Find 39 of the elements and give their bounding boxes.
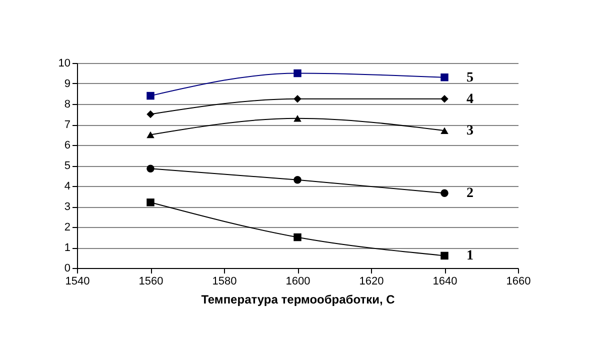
series-label: 2 [466, 186, 474, 202]
y-tick-label: 8 [64, 98, 70, 110]
x-tick-label: 1620 [359, 276, 384, 288]
x-tick-label: 1600 [286, 276, 310, 288]
point [146, 92, 154, 100]
series-label: 5 [466, 70, 474, 86]
point [294, 114, 302, 122]
y-tick-label: 6 [64, 140, 70, 152]
point [294, 95, 302, 103]
x-tick-label: 1580 [212, 276, 237, 288]
point [440, 73, 448, 82]
y-tick-label: 0 [64, 262, 70, 274]
point [146, 198, 154, 206]
point [294, 176, 302, 184]
point [146, 110, 154, 118]
y-tick-label: 2 [64, 222, 70, 234]
x-tick-label: 1560 [138, 276, 164, 288]
series-label: 4 [466, 92, 474, 107]
x-tick-label: 1660 [506, 276, 531, 288]
y-tick-label: 7 [64, 119, 70, 131]
y-tick-label: 1 [64, 242, 70, 254]
point [440, 95, 448, 103]
x-tick-label: 1540 [65, 276, 90, 288]
series-label: 1 [466, 248, 474, 264]
point [146, 164, 154, 172]
y-tick-label: 10 [58, 58, 70, 70]
point [294, 233, 302, 242]
point [440, 189, 448, 198]
point [440, 252, 448, 260]
series-label: 3 [466, 124, 474, 139]
x-axis-title: Температура термообработки, С [201, 292, 396, 306]
y-tick-label: 9 [64, 78, 70, 90]
point [440, 127, 448, 134]
point [294, 69, 302, 78]
y-tick-label: 3 [64, 201, 70, 213]
point [146, 131, 154, 138]
x-tick-label: 1640 [432, 276, 458, 288]
y-tick-label: 4 [64, 180, 70, 192]
y-tick-label: 5 [64, 160, 70, 172]
